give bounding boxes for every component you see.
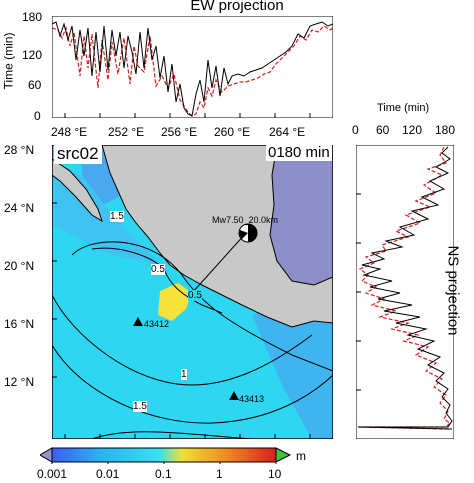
ns-xtick-120: 120: [402, 123, 423, 137]
ew-model-series: [52, 25, 333, 117]
ew-xtick-256: 256 °E: [161, 125, 198, 139]
colorbar-unit: m: [296, 449, 306, 463]
ns-panel-title: NS projection: [444, 245, 462, 336]
ns-plot: [356, 145, 454, 439]
contour-1-outer: [52, 294, 313, 386]
station-43413-label: 43413: [239, 394, 265, 404]
map-ytick-28: 28 °N: [4, 143, 35, 157]
map-ytick-16: 16 °N: [4, 317, 35, 331]
colorbar-under-arrow: [40, 447, 53, 463]
map-ytick-12: 12 °N: [4, 375, 35, 389]
contour-label-1-5-b: 1.5: [133, 401, 147, 412]
ew-xtick-248: 248 °E: [51, 125, 88, 139]
colorbar-tick-1: 1: [216, 467, 223, 481]
colorbar-tick-10: 10: [268, 467, 282, 481]
colorbar: [40, 447, 292, 464]
inland-gulf: [269, 145, 333, 286]
ew-xtick-260: 260 °E: [214, 125, 251, 139]
event-label: Mw7.50_20.0km: [212, 215, 279, 225]
ew-ytick-0: 0: [34, 109, 41, 123]
contour-label-0-5-a: 0.5: [151, 264, 165, 275]
ew-xtick-252: 252 °E: [108, 125, 145, 139]
deep-water-southeast: [252, 295, 333, 439]
contour-label-1: 1: [181, 369, 187, 380]
ns-xlabel: Time (min): [377, 102, 430, 114]
ew-ylabel: Time (min): [1, 32, 16, 90]
ns-xtick-180: 180: [435, 123, 456, 137]
epicenter-leader: [191, 232, 247, 294]
source-label: src02: [54, 144, 102, 164]
colorbar-tick-0-01: 0.01: [96, 467, 120, 481]
contour-label-0-5-b: 0.5: [188, 290, 202, 301]
ns-xtick-60: 60: [376, 123, 390, 137]
time-label: 0180 min: [266, 144, 332, 161]
source-region: [158, 283, 192, 321]
ew-plot: [52, 16, 333, 118]
ew-ytick-120: 120: [22, 48, 43, 62]
colorbar-over-arrow: [275, 447, 292, 463]
ew-panel-title: EW projection: [190, 0, 284, 14]
ew-ytick-60: 60: [28, 78, 42, 92]
ns-observed-series: [357, 146, 453, 430]
ew-observed-series: [52, 21, 333, 117]
contour-1-5-outer: [91, 431, 253, 439]
map-ytick-24: 24 °N: [4, 201, 35, 215]
station-43412-icon: [133, 317, 143, 326]
ew-xtick-264: 264 °E: [269, 125, 306, 139]
map-ytick-20: 20 °N: [4, 259, 35, 273]
station-43413-icon: [229, 391, 239, 400]
contour-label-1-5-a: 1.5: [110, 211, 124, 222]
focal-mechanism-icon: [238, 223, 258, 243]
colorbar-tick-0-1: 0.1: [155, 467, 172, 481]
contour-1-5: [52, 344, 333, 424]
ns-xtick-0: 0: [352, 123, 359, 137]
land-baja: [52, 158, 103, 223]
station-43412-label: 43412: [144, 319, 170, 329]
contour-1: [71, 241, 333, 372]
ew-ytick-180: 180: [22, 10, 43, 24]
colorbar-tick-0-001: 0.001: [37, 467, 68, 481]
